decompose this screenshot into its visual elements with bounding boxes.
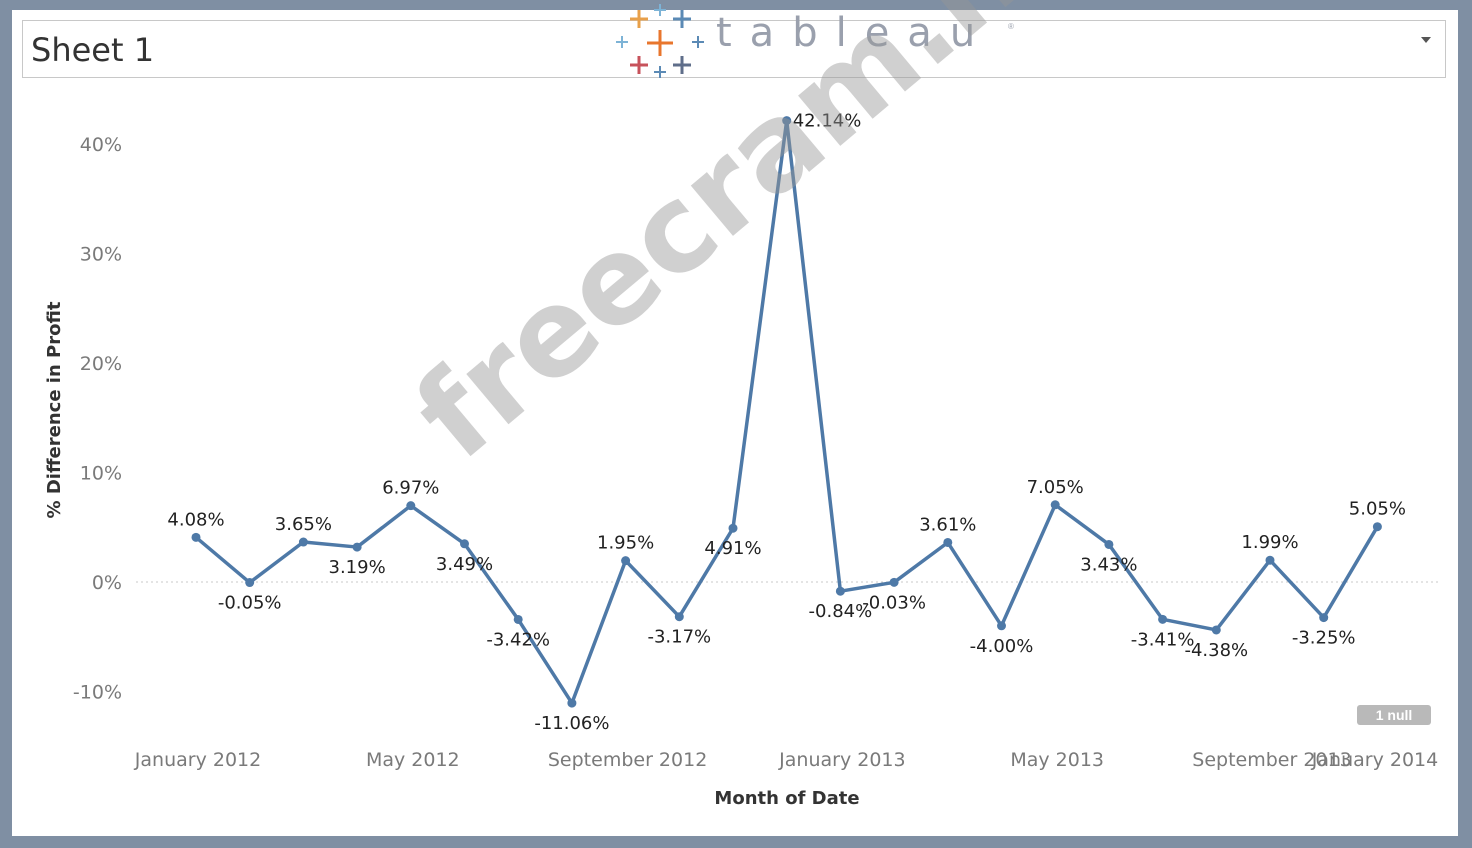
- data-point[interactable]: [1211, 625, 1221, 635]
- logo-wordmark: tableau: [716, 10, 994, 56]
- x-tick-label: January 2013: [778, 749, 905, 771]
- y-tick-label: 10%: [80, 463, 122, 485]
- data-point[interactable]: [1050, 500, 1060, 510]
- x-tick-label: September 2012: [548, 749, 707, 771]
- data-point[interactable]: [406, 501, 416, 511]
- data-point[interactable]: [567, 698, 577, 708]
- data-point[interactable]: [728, 523, 738, 533]
- data-point[interactable]: [1158, 614, 1168, 624]
- data-point[interactable]: [889, 577, 899, 587]
- sheet-header: Sheet 1: [22, 20, 1446, 78]
- x-axis-ticks: January 2012 May 2012 September 2012 Januar…: [134, 749, 1438, 771]
- x-tick-label: May 2012: [366, 749, 460, 771]
- data-label: -3.17%: [647, 627, 711, 648]
- data-label: -0.84%: [809, 601, 873, 622]
- null-indicator-badge[interactable]: 1 null: [1357, 705, 1431, 725]
- y-tick-label: 0%: [92, 572, 122, 594]
- y-axis-ticks: 40% 30% 20% 10% 0% -10%: [73, 134, 122, 704]
- sheet-title: Sheet 1: [31, 31, 155, 69]
- y-tick-label: 40%: [80, 134, 122, 156]
- data-labels: 4.08% -0.05% 3.65% 3.19% 6.97% 3.49% -3.42% -11…: [167, 111, 1406, 735]
- data-points: [191, 116, 1382, 708]
- x-tick-label: January 2014: [1311, 749, 1438, 771]
- data-label: 4.91%: [704, 538, 761, 559]
- data-point[interactable]: [782, 116, 792, 126]
- data-label: 6.97%: [382, 478, 439, 499]
- series-line: [194, 118, 1379, 705]
- data-point[interactable]: [943, 537, 953, 547]
- data-label: 3.19%: [329, 557, 386, 578]
- data-label: 3.43%: [1080, 554, 1137, 575]
- data-point[interactable]: [191, 532, 201, 542]
- data-label: -3.41%: [1131, 629, 1195, 650]
- y-tick-label: 20%: [80, 353, 122, 375]
- tableau-cross-icon: [616, 4, 704, 78]
- data-label: 4.08%: [167, 509, 224, 530]
- data-label: 1.99%: [1241, 532, 1298, 553]
- data-label: 3.49%: [436, 554, 493, 575]
- data-label: 7.05%: [1027, 477, 1084, 498]
- y-axis-title: % Difference in Profit: [44, 301, 65, 518]
- data-label: 3.65%: [275, 514, 332, 535]
- data-point[interactable]: [298, 537, 308, 547]
- data-label: -3.42%: [486, 629, 550, 650]
- data-label: 42.14%: [793, 111, 862, 132]
- data-point[interactable]: [352, 542, 362, 552]
- data-label: -3.25%: [1292, 628, 1356, 649]
- data-point[interactable]: [997, 621, 1006, 631]
- data-point[interactable]: [621, 556, 631, 566]
- data-label: -4.38%: [1184, 640, 1248, 661]
- data-label: 3.61%: [919, 514, 976, 535]
- data-label: -11.06%: [534, 713, 609, 734]
- x-tick-label: May 2013: [1010, 749, 1104, 771]
- data-label: -0.05%: [218, 593, 282, 614]
- y-tick-label: 30%: [80, 244, 122, 266]
- data-point[interactable]: [835, 586, 845, 596]
- x-axis-title: Month of Date: [714, 788, 859, 809]
- data-point[interactable]: [674, 612, 684, 622]
- data-point[interactable]: [1265, 555, 1275, 565]
- data-label: 5.05%: [1349, 499, 1406, 520]
- data-point[interactable]: [245, 578, 255, 588]
- data-label: -0.03%: [862, 592, 926, 613]
- data-point[interactable]: [460, 539, 469, 549]
- registered-mark: ®: [1008, 22, 1014, 31]
- tableau-logo: tableau ®: [606, 0, 1016, 80]
- worksheet-panel: Sheet 1 1 null: [12, 10, 1458, 836]
- x-tick-label: September 2013: [1192, 749, 1351, 771]
- y-tick-label: -10%: [73, 682, 122, 704]
- data-label: -4.00%: [970, 636, 1034, 657]
- data-point[interactable]: [513, 614, 523, 624]
- data-point[interactable]: [1319, 613, 1329, 623]
- chevron-down-icon[interactable]: [1419, 35, 1433, 45]
- data-point[interactable]: [1104, 539, 1114, 549]
- data-point[interactable]: [1372, 522, 1382, 532]
- x-tick-label: January 2012: [134, 749, 261, 771]
- data-label: 1.95%: [597, 533, 654, 554]
